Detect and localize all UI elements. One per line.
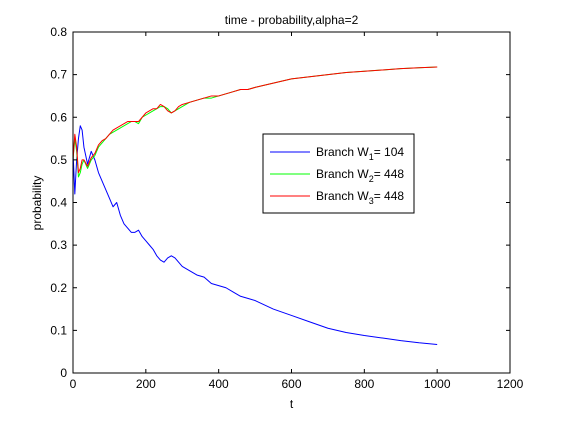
legend-entry-w3: Branch W3= 448 xyxy=(270,189,404,206)
y-tick-label: 0.1 xyxy=(50,323,67,337)
x-tick-label: 600 xyxy=(281,377,301,391)
legend-entry-w2: Branch W2= 448 xyxy=(270,167,404,184)
legend-label-w3-prefix: Branch W xyxy=(316,189,369,203)
x-tick-label: 1000 xyxy=(424,377,451,391)
y-tick-label: 0.8 xyxy=(50,25,67,39)
y-axis-label: probability xyxy=(30,176,44,231)
x-tick-label: 800 xyxy=(354,377,374,391)
legend-label-w1-prefix: Branch W xyxy=(316,145,369,159)
y-tick-label: 0.2 xyxy=(50,281,67,295)
legend-label-w3: Branch W3= 448 xyxy=(316,189,404,206)
y-tick-label: 0.7 xyxy=(50,68,67,82)
legend-label-w1-subscript: 1 xyxy=(369,152,374,162)
legend-label-w2-suffix: = 448 xyxy=(374,167,405,181)
series-line-w1 xyxy=(72,125,438,345)
x-tick-label: 400 xyxy=(209,377,229,391)
legend-label-w2-prefix: Branch W xyxy=(316,167,369,181)
x-tick-label: 200 xyxy=(136,377,156,391)
legend: Branch W1= 104 Branch W2= 448 Branch W3=… xyxy=(262,133,415,214)
y-tick-label: 0.4 xyxy=(50,196,67,210)
y-tick-label: 0.3 xyxy=(50,238,67,252)
legend-entry-w1: Branch W1= 104 xyxy=(270,145,404,162)
y-tick-label: 0.5 xyxy=(50,153,67,167)
legend-label-w3-subscript: 3 xyxy=(369,196,374,206)
x-axis-label: t xyxy=(290,397,294,411)
y-tick-label: 0 xyxy=(60,366,67,380)
series-line-w3 xyxy=(72,66,438,174)
legend-label-w1: Branch W1= 104 xyxy=(316,145,404,162)
series-layer xyxy=(72,66,438,345)
legend-label-w2-subscript: 2 xyxy=(369,174,374,184)
y-tick-label: 0.6 xyxy=(50,110,67,124)
chart-title: time - probability,alpha=2 xyxy=(225,13,359,27)
x-tick-label: 0 xyxy=(70,377,77,391)
legend-label-w2: Branch W2= 448 xyxy=(316,167,404,184)
legend-label-w3-suffix: = 448 xyxy=(374,189,405,203)
y-ticks: 0 0.1 0.2 0.3 0.4 0.5 0.6 0.7 0.8 xyxy=(50,25,510,380)
x-ticks: 0 200 400 600 800 1000 1200 xyxy=(70,32,524,391)
x-tick-label: 1200 xyxy=(497,377,524,391)
legend-label-w1-suffix: = 104 xyxy=(374,145,405,159)
